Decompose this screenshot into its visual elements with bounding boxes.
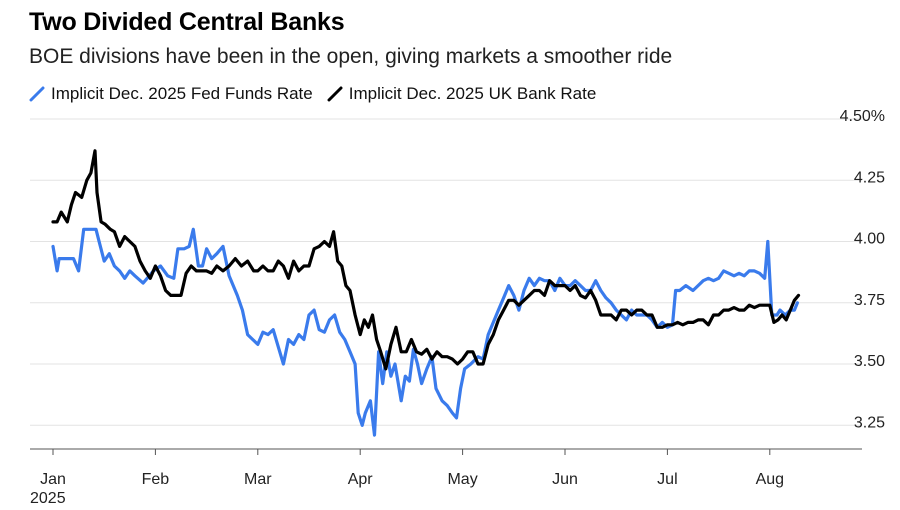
series-line-fed-funds xyxy=(51,227,799,437)
legend-item-boe: Implicit Dec. 2025 UK Bank Rate xyxy=(327,84,597,104)
y-tick-label-2: 4.00 xyxy=(854,231,885,248)
x-tick-label-2: Mar xyxy=(244,471,272,488)
y-tick-label-4: 3.50 xyxy=(854,353,885,370)
x-tick-label-4: May xyxy=(447,471,477,488)
y-tick-label-3: 3.75 xyxy=(854,292,885,309)
x-tick-label-0: Jan xyxy=(40,471,66,488)
series-lines xyxy=(51,149,801,437)
gridlines xyxy=(30,118,862,426)
legend: Implicit Dec. 2025 Fed Funds Rate Implic… xyxy=(29,84,596,104)
legend-label-fed: Implicit Dec. 2025 Fed Funds Rate xyxy=(51,84,313,103)
x-tick-label-6: Jul xyxy=(657,471,677,488)
x-tick-label-5: Jun xyxy=(552,471,578,488)
chart-title: Two Divided Central Banks xyxy=(29,8,345,36)
chart-subtitle: BOE divisions have been in the open, giv… xyxy=(29,45,673,68)
x-tick-label-3: Apr xyxy=(348,471,374,488)
legend-swatch-boe-line xyxy=(327,86,343,102)
x-tick-sublabel-0: 2025 xyxy=(30,490,66,507)
legend-label-boe: Implicit Dec. 2025 UK Bank Rate xyxy=(348,84,597,103)
legend-swatch-boe xyxy=(327,86,343,102)
x-tick-label-7: Aug xyxy=(756,471,784,488)
y-tick-label-5: 3.25 xyxy=(854,414,885,431)
series-line-uk-bank-rate xyxy=(51,149,801,371)
legend-item-fed: Implicit Dec. 2025 Fed Funds Rate xyxy=(29,84,313,104)
x-tick-label-1: Feb xyxy=(142,471,170,488)
y-axis-labels: 4.50% 4.25 4.00 3.75 3.50 3.25 xyxy=(840,108,885,431)
legend-swatch-fed-line xyxy=(29,86,45,102)
legend-swatch-fed xyxy=(29,86,45,102)
x-axis: Jan 2025 Feb Mar Apr May Jun Jul Aug xyxy=(30,448,862,507)
y-tick-label-0: 4.50% xyxy=(840,108,885,125)
y-tick-label-1: 4.25 xyxy=(854,169,885,186)
